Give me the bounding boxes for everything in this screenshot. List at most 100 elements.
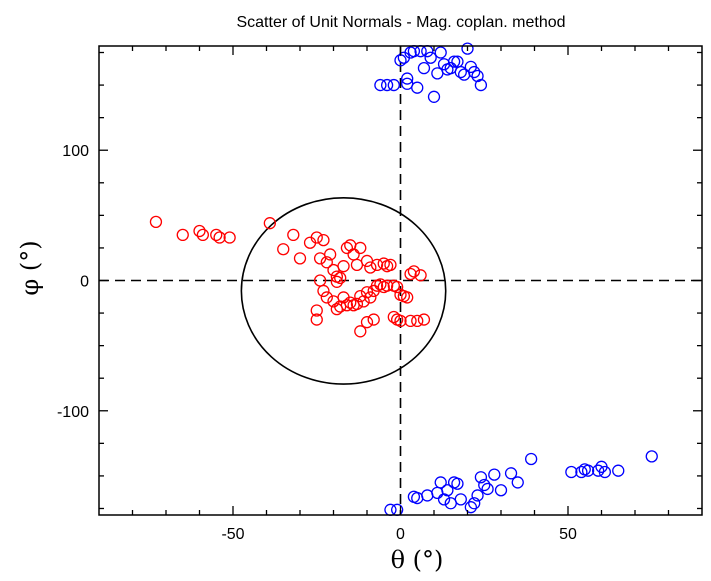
red-point (340, 299, 354, 312)
red-point (411, 314, 424, 328)
blue-point (474, 471, 488, 484)
blue-point (447, 55, 461, 68)
red-point (384, 258, 397, 272)
red-point (330, 275, 344, 288)
red-point (223, 231, 236, 244)
red-point (404, 267, 417, 281)
red-point (387, 310, 400, 324)
red-point (323, 248, 337, 261)
red-point (320, 291, 333, 304)
red-point (394, 314, 407, 328)
red-point (360, 254, 374, 268)
blue-point (645, 450, 658, 463)
blue-point (565, 465, 578, 479)
y-axis-label: φ (°) (16, 240, 44, 295)
red-point (367, 313, 380, 326)
red-point (350, 297, 364, 311)
blue-point (434, 46, 447, 59)
red-point (380, 279, 394, 292)
red-point (320, 256, 333, 269)
blue-point (401, 72, 414, 85)
blue-point (581, 464, 595, 477)
reference-circle-layer (240, 196, 447, 385)
blue-point (598, 465, 611, 479)
red-point (310, 313, 323, 326)
blue-point (454, 493, 467, 506)
red-point (263, 217, 277, 230)
red-point (337, 260, 350, 273)
blue-point (481, 482, 494, 496)
blue-point (468, 65, 481, 79)
red-point (330, 270, 344, 283)
blue-point (511, 476, 524, 489)
red-point (317, 233, 330, 247)
blue-point (374, 78, 387, 92)
red-point (210, 228, 223, 242)
blue-point (421, 45, 434, 58)
x-axis-label: θ (°) (391, 546, 444, 574)
red-point (360, 316, 374, 329)
x-tick-label: 50 (559, 526, 577, 543)
blue-point (471, 489, 484, 502)
red-point (310, 231, 323, 244)
red-point (340, 241, 354, 255)
blue-point (461, 42, 474, 55)
red-point (277, 243, 290, 256)
axis-ticks: -50 0 50 100 0 -100 (57, 46, 702, 543)
red-point (377, 257, 390, 270)
x-tick-label: -50 (221, 526, 244, 543)
red-point (347, 248, 360, 261)
red-point (417, 313, 431, 326)
blue-point (464, 501, 478, 514)
blue-point (444, 497, 457, 510)
blue-point (575, 465, 588, 479)
red-point (310, 304, 323, 317)
blue-point (525, 452, 538, 466)
blue-point (494, 484, 508, 497)
red-point (196, 228, 210, 242)
red-point (364, 291, 377, 304)
blue-point (434, 476, 447, 489)
red-point (317, 284, 330, 298)
red-point (401, 291, 414, 304)
red-point (149, 215, 163, 229)
red-point (354, 325, 367, 338)
blue-point (488, 468, 501, 481)
blue-point (468, 497, 481, 510)
blue-point (592, 464, 605, 477)
blue-point (431, 486, 444, 500)
red-point (313, 252, 327, 265)
red-point (193, 224, 206, 238)
blue-point (414, 45, 427, 58)
x-tick-label: 0 (396, 526, 405, 543)
blue-point (384, 503, 397, 516)
red-point (213, 231, 226, 244)
reference-lines (99, 46, 702, 515)
blue-point (424, 51, 437, 64)
blue-point (504, 467, 518, 480)
data-points-layer (149, 42, 658, 516)
y-tick-label: 0 (80, 274, 89, 291)
blue-point (417, 61, 431, 75)
blue-point (474, 78, 488, 92)
red-point (350, 258, 364, 272)
blue-point (380, 78, 394, 92)
red-point (176, 228, 189, 242)
blue-point (451, 477, 464, 490)
blue-point (612, 464, 625, 477)
red-point (364, 261, 377, 274)
blue-point (421, 489, 434, 502)
red-point (390, 280, 404, 294)
blue-point (441, 484, 454, 497)
red-point (407, 265, 421, 278)
blue-point (454, 65, 467, 79)
y-tick-label: 100 (62, 143, 89, 160)
red-point (414, 269, 427, 282)
blue-point (427, 90, 441, 103)
blue-point (478, 478, 491, 492)
red-point (404, 314, 417, 328)
y-tick-label: -100 (57, 404, 89, 421)
red-point (344, 296, 357, 309)
confidence-circle (240, 196, 447, 385)
red-point (370, 258, 384, 272)
